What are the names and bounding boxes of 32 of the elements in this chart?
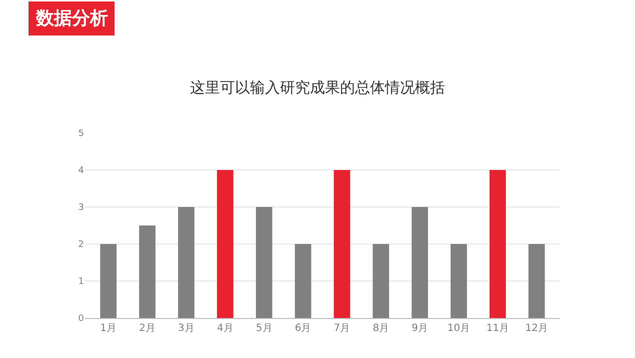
bar bbox=[100, 244, 117, 318]
y-tick-label: 5 bbox=[78, 129, 84, 140]
x-tick-label: 10月 bbox=[447, 323, 470, 334]
y-tick-label: 1 bbox=[78, 277, 84, 288]
bar bbox=[216, 170, 234, 318]
text: 数据分析 bbox=[35, 8, 108, 29]
bar bbox=[334, 170, 350, 318]
x-tick-label: 1月 bbox=[100, 323, 117, 334]
chart-title: 这里可以输入研究成果的总体情况概括 bbox=[190, 78, 445, 96]
bar bbox=[528, 244, 545, 318]
bar bbox=[490, 170, 506, 318]
x-tick-label: 3月 bbox=[178, 323, 194, 334]
bar bbox=[178, 207, 194, 318]
y-tick-label: 3 bbox=[78, 203, 84, 214]
x-tick-label: 11月 bbox=[486, 323, 510, 334]
x-tick-label: 9月 bbox=[412, 323, 428, 334]
y-tick-label: 0 bbox=[78, 314, 84, 324]
x-tick-label: 5月 bbox=[256, 323, 272, 334]
bar bbox=[450, 244, 467, 318]
x-tick-label: 4月 bbox=[216, 323, 234, 334]
bar bbox=[139, 226, 156, 318]
y-tick-label: 4 bbox=[78, 166, 84, 176]
y-tick-label: 2 bbox=[78, 240, 84, 250]
bar bbox=[372, 244, 390, 318]
x-tick-label: 2月 bbox=[139, 323, 156, 334]
bar bbox=[412, 207, 428, 318]
x-tick-label: 12月 bbox=[525, 323, 548, 334]
x-tick-label: 8月 bbox=[372, 323, 390, 334]
x-tick-label: 6月 bbox=[294, 323, 312, 334]
bar bbox=[256, 207, 272, 318]
x-tick-label: 7月 bbox=[334, 323, 350, 334]
bar bbox=[294, 244, 312, 318]
